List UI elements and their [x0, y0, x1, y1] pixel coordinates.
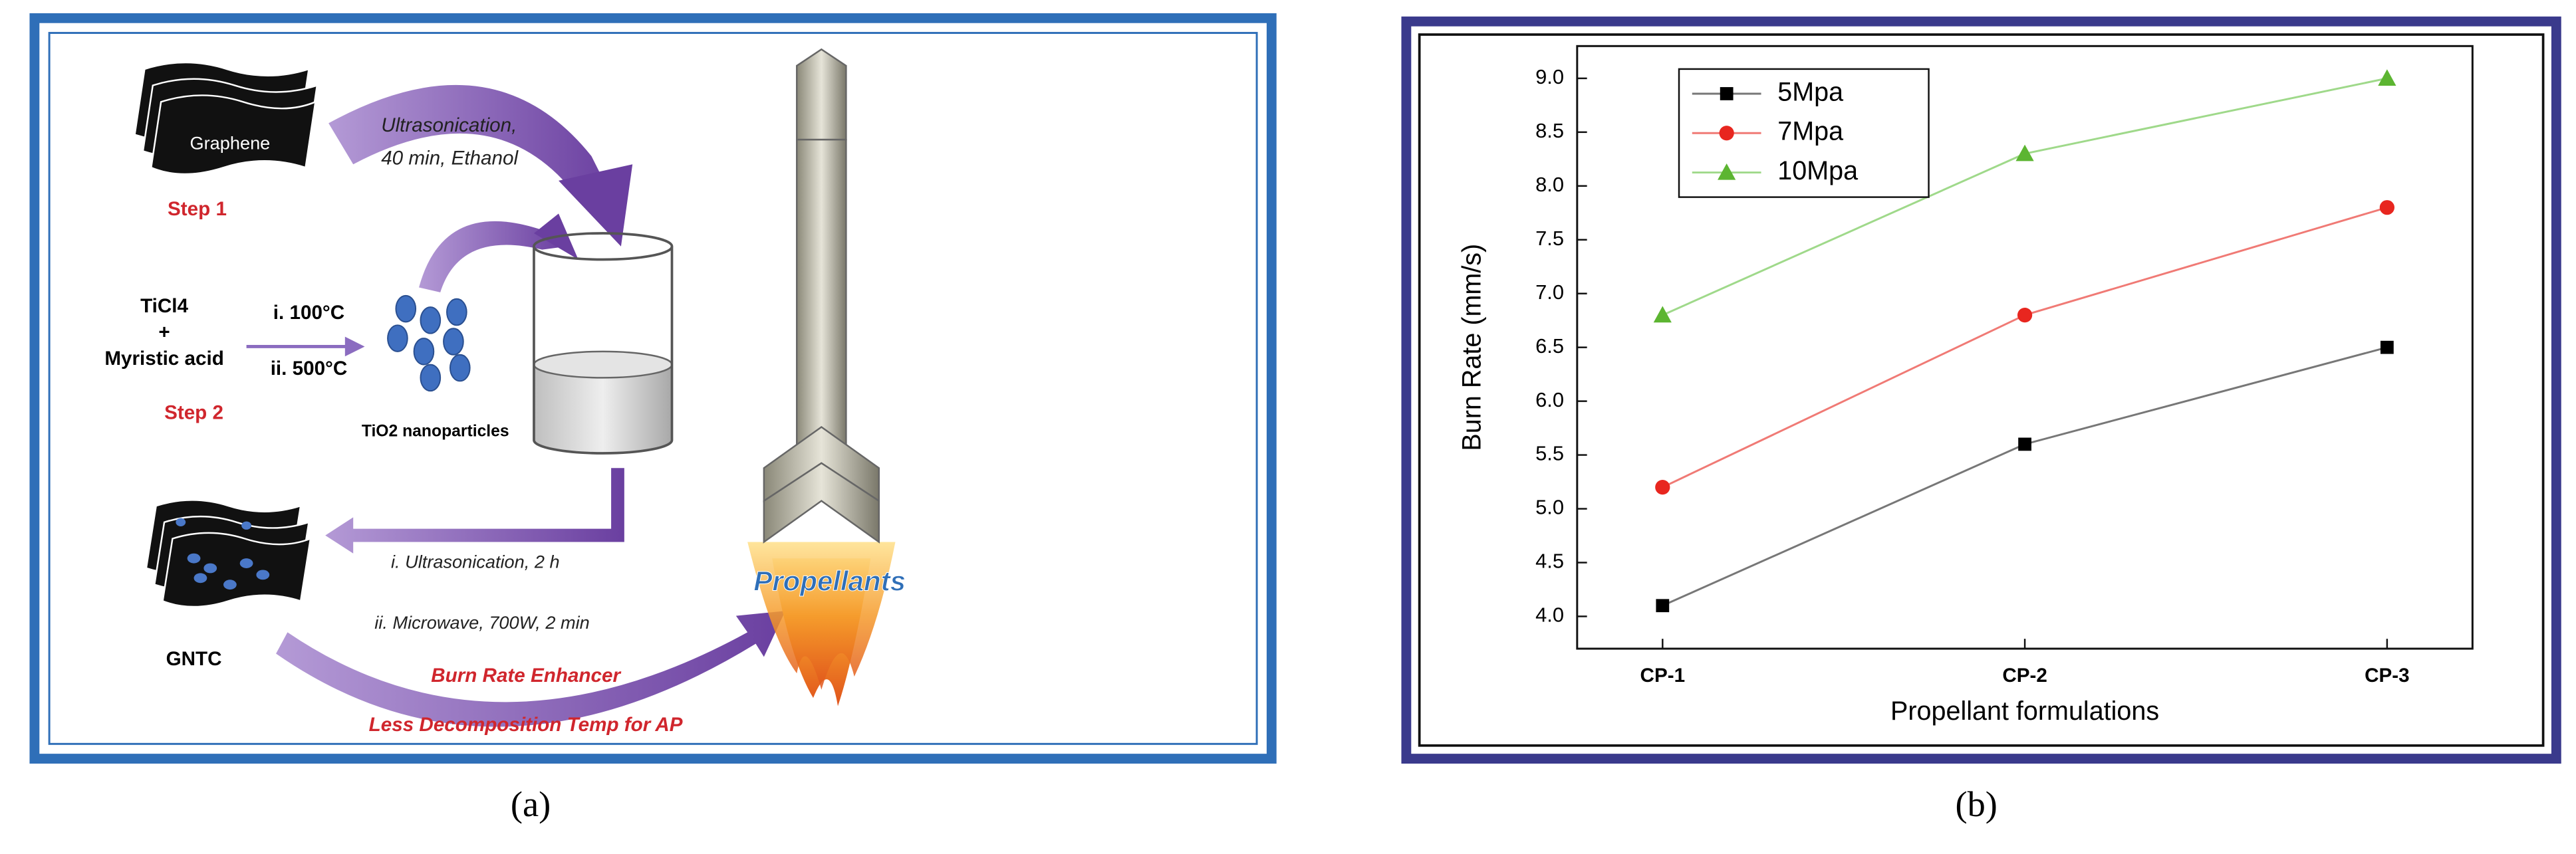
caption: (a) [511, 784, 551, 824]
beaker [533, 232, 674, 455]
step-label: Step 1 [168, 198, 227, 220]
y-tick-label: 7.0 [1535, 280, 1564, 304]
y-tick-label: 5.5 [1535, 442, 1564, 465]
arrow [328, 84, 616, 205]
arrow-head [559, 164, 633, 247]
arrow [276, 611, 785, 727]
y-tick-label: 9.0 [1535, 65, 1564, 88]
legend-marker [1720, 87, 1734, 100]
x-tick-label: CP-1 [1640, 665, 1686, 687]
graphene-stack [134, 61, 319, 175]
condition-label: 40 min, Ethanol [381, 148, 519, 169]
y-tick-label: 6.5 [1535, 334, 1564, 358]
condition-label: Ultrasonication, [381, 114, 517, 136]
reagent-label: TiCl4 [140, 295, 188, 317]
condition-label: i. 100°C [273, 302, 344, 324]
y-tick-label: 4.5 [1535, 550, 1564, 573]
legend-label: 7Mpa [1777, 117, 1843, 146]
reagent-label: Myristic acid [104, 348, 223, 370]
condition-label: ii. 500°C [271, 358, 348, 379]
panel-a-inner-frame [48, 32, 1258, 745]
x-tick-label: CP-2 [2002, 665, 2047, 687]
nanoparticles [387, 294, 471, 392]
step-label: Step 2 [164, 402, 223, 424]
arrow [325, 468, 624, 554]
data-point [2017, 307, 2033, 323]
data-point [1653, 306, 1672, 323]
legend-marker [1719, 126, 1734, 141]
data-point [2379, 200, 2394, 215]
y-axis-label: Burn Rate (mm/s) [1458, 244, 1487, 451]
legend-marker [1718, 163, 1736, 180]
arrow [419, 221, 567, 292]
y-tick-label: 6.0 [1535, 388, 1564, 411]
gntc-stack [145, 499, 312, 608]
data-point [2378, 69, 2396, 86]
data-point [2015, 144, 2034, 161]
panel-b-frame [1401, 16, 2561, 764]
data-point [2380, 340, 2394, 354]
legend-label: 10Mpa [1777, 156, 1858, 185]
panel-b [1401, 16, 2561, 764]
condition-label: i. Ultrasonication, 2 h [391, 552, 560, 572]
x-tick-label: CP-3 [2365, 665, 2410, 687]
y-tick-label: 7.5 [1535, 227, 1564, 250]
reagent-label: + [158, 322, 170, 344]
data-point [1656, 599, 1670, 613]
panel-a: Graphene Step 1 Ultrasonication, 40 min,… [29, 13, 1277, 764]
legend-label: 5Mpa [1777, 77, 1843, 106]
product-label: GNTC [166, 648, 222, 670]
effect-label: Less Decomposition Temp for AP [369, 714, 683, 736]
y-tick-label: 4.0 [1535, 603, 1564, 627]
condition-label: ii. Microwave, 700W, 2 min [374, 612, 589, 633]
data-point [1655, 480, 1670, 495]
graphene-label: Graphene [190, 133, 270, 154]
x-axis-label: Propellant formulations [1890, 696, 2159, 726]
y-tick-label: 5.0 [1535, 496, 1564, 519]
y-tick-label: 8.0 [1535, 173, 1564, 196]
product-label: TiO2 nanoparticles [362, 422, 509, 440]
data-point [2018, 437, 2031, 451]
y-tick-label: 8.5 [1535, 119, 1564, 142]
panel-b-inner-frame [1418, 33, 2545, 747]
effect-label: Burn Rate Enhancer [431, 665, 621, 687]
rocket-label: Propellants [753, 565, 906, 596]
chart: 4.0 4.5 5.0 5.5 6.0 6.5 7.0 7.5 8.0 8.5 9.0 CP-1 CP-… [1458, 45, 2474, 726]
rocket [747, 48, 896, 706]
arrow [246, 336, 365, 357]
caption: (b) [1956, 784, 1997, 824]
